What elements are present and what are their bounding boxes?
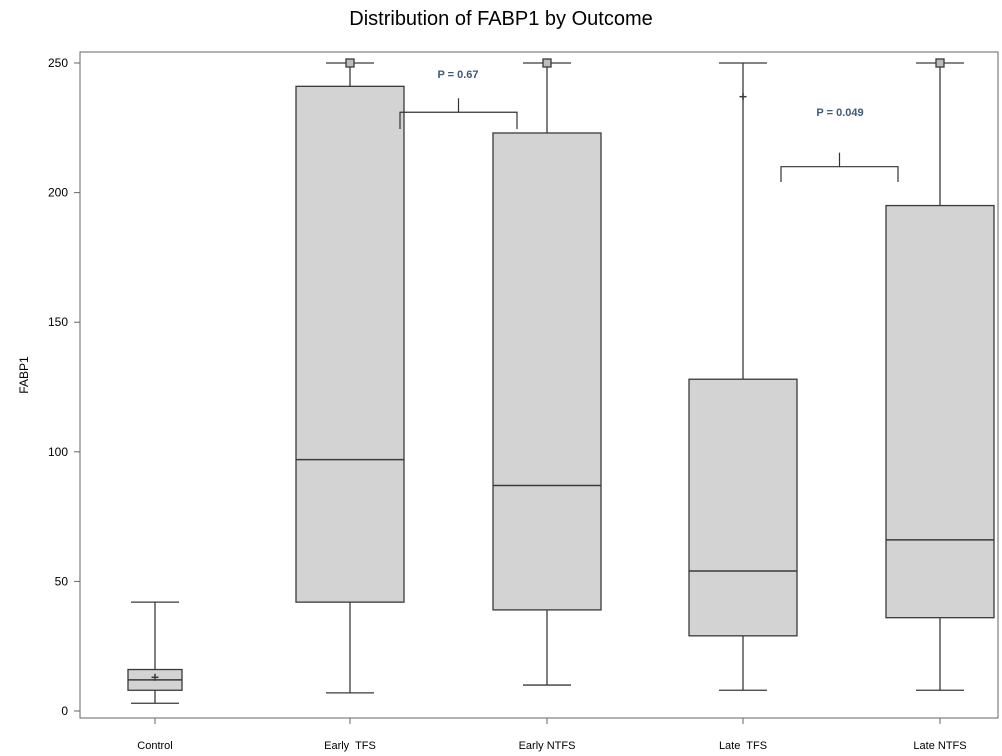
significance-bracket: [399, 98, 518, 129]
mean-marker: [935, 58, 945, 68]
y-tick-label: 250: [48, 56, 68, 70]
x-tick-label: Early NTFS: [519, 740, 576, 752]
y-tick-label: 100: [48, 445, 68, 459]
box-iqr: [688, 378, 798, 637]
y-tick-label: 50: [55, 574, 69, 588]
mean-marker: [345, 58, 355, 68]
x-tick-label: Control: [137, 740, 172, 752]
y-tick-label: 200: [48, 186, 68, 200]
box-iqr: [492, 132, 602, 611]
significance-bracket: [780, 152, 899, 182]
y-tick-label: 0: [61, 704, 68, 718]
y-tick-label: 150: [48, 315, 68, 329]
box-iqr: [885, 204, 995, 619]
p-value-label: P = 0.67: [437, 69, 478, 81]
x-tick-label: Late TFS: [719, 740, 767, 752]
x-tick-label: Late NTFS: [913, 740, 966, 752]
x-tick-label: Early TFS: [324, 740, 376, 752]
box-iqr: [295, 85, 405, 603]
p-value-label: P = 0.049: [816, 107, 863, 119]
chart-title: Distribution of FABP1 by Outcome: [349, 8, 653, 30]
plot-frame: [79, 51, 999, 719]
mean-marker: [542, 58, 552, 68]
